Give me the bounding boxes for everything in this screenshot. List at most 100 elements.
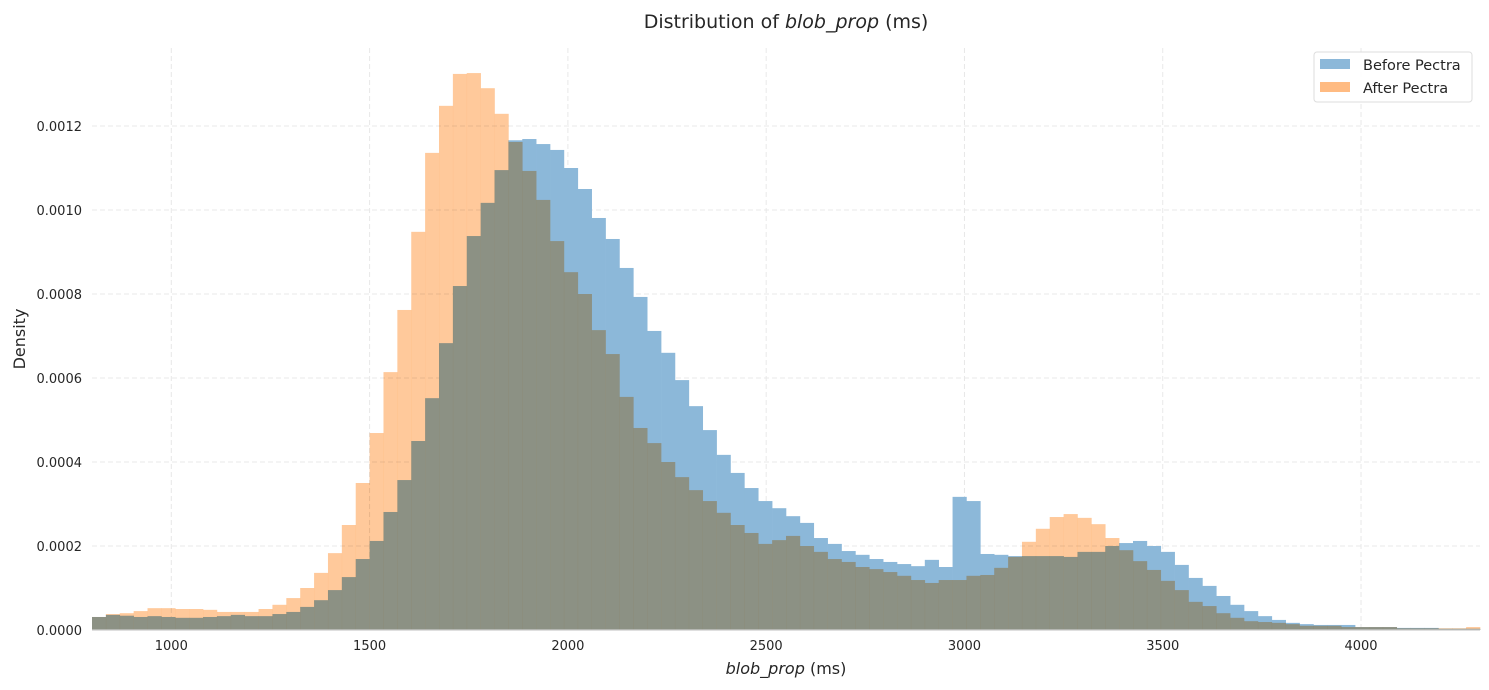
chart-title-unit: (ms)	[879, 11, 928, 33]
histogram-bars	[92, 73, 1481, 631]
histogram-bar	[994, 567, 1009, 630]
histogram-bar	[966, 575, 981, 630]
histogram-bar	[744, 532, 759, 630]
histogram-bar	[1271, 622, 1286, 630]
histogram-bar	[536, 199, 551, 631]
histogram-bar	[1452, 628, 1467, 630]
histogram-bar	[1285, 624, 1300, 630]
histogram-bar	[647, 443, 662, 630]
histogram-bar	[1063, 514, 1078, 630]
histogram-bar	[688, 490, 704, 630]
x-axis-label-variable: blob_prop	[726, 659, 805, 679]
histogram-bar	[1174, 590, 1189, 630]
chart-title: Distribution of blob_prop (ms)	[644, 11, 929, 33]
histogram-bar	[591, 330, 606, 630]
histogram-bar	[1008, 556, 1023, 630]
histogram-bar	[1119, 550, 1134, 630]
histogram-bar	[1202, 606, 1217, 630]
histogram-bar	[1105, 538, 1120, 630]
histogram-bar	[563, 272, 579, 630]
histogram-bar	[92, 616, 107, 630]
histogram-bar	[258, 609, 273, 630]
x-tick-label: 2500	[750, 639, 783, 654]
histogram-bar	[1341, 627, 1356, 630]
histogram-bar	[827, 559, 842, 630]
histogram-bar	[1396, 628, 1411, 630]
histogram-bar	[508, 141, 523, 630]
legend-swatch-after-pectra	[1320, 82, 1350, 92]
histogram-bar	[147, 608, 162, 630]
chart-title-prefix: Distribution of	[644, 11, 785, 33]
histogram-bar	[216, 611, 232, 630]
histogram-bar	[230, 611, 245, 630]
histogram-bar	[1410, 628, 1425, 630]
histogram-bar	[577, 294, 592, 630]
histogram-bar	[924, 582, 939, 630]
x-tick-label: 3000	[948, 639, 981, 654]
histogram-bar	[175, 609, 190, 630]
y-tick-label: 0.0006	[37, 372, 83, 387]
histogram-bar	[1355, 627, 1370, 630]
histogram-bar	[674, 477, 690, 630]
histogram-bar	[1299, 625, 1314, 630]
histogram-bar	[1049, 517, 1064, 630]
histogram-bar	[1424, 628, 1439, 630]
histogram-bar	[883, 572, 898, 630]
histogram-bar	[522, 170, 537, 630]
y-tick-label: 0.0004	[37, 456, 83, 471]
histogram-bar	[1368, 627, 1384, 630]
legend-label-before-pectra: Before Pectra	[1363, 58, 1461, 74]
histogram-bar	[244, 611, 259, 630]
histogram-bar	[1257, 622, 1273, 630]
histogram-bar	[1160, 580, 1175, 630]
histogram-bar	[1327, 625, 1342, 630]
histogram-bar	[702, 501, 717, 630]
histogram-bar	[189, 609, 204, 630]
x-axis-label: blob_prop (ms)	[726, 659, 847, 679]
chart-title-variable: blob_prop	[785, 11, 879, 33]
histogram-bar	[1077, 517, 1092, 630]
histogram-bar	[161, 608, 176, 630]
histogram-bar	[466, 73, 481, 630]
histogram-bar	[1188, 601, 1203, 630]
x-tick-label: 1500	[353, 639, 386, 654]
histogram-bar	[1244, 621, 1259, 630]
x-tick-label: 2000	[551, 639, 584, 654]
histogram-bar	[355, 483, 370, 630]
histogram-bar	[633, 427, 648, 630]
histogram-bar	[452, 73, 468, 631]
histogram-bar	[799, 546, 815, 630]
histogram-bar	[938, 580, 953, 630]
histogram-bar	[730, 525, 745, 630]
histogram-bar	[327, 553, 343, 630]
histogram-bar	[105, 614, 121, 630]
histogram-bar	[619, 396, 634, 630]
y-tick-labels: 0.0000 0.0002 0.0004 0.0006 0.0008 0.0010 0.00…	[37, 120, 83, 639]
histogram-bar	[1021, 541, 1037, 630]
legend-box	[1313, 51, 1473, 103]
y-tick-label: 0.0008	[37, 288, 83, 303]
x-tick-label: 1000	[155, 639, 188, 654]
histogram-bar	[425, 152, 440, 630]
histogram-bar	[1133, 561, 1148, 630]
y-axis-label: Density	[10, 309, 29, 370]
y-tick-label: 0.0010	[37, 204, 83, 219]
histogram-bar	[869, 569, 884, 630]
histogram-bar	[952, 580, 967, 630]
legend-swatch-before-pectra	[1320, 59, 1350, 69]
histogram-bar	[897, 575, 912, 630]
histogram-bar	[1382, 627, 1398, 630]
histogram-bar	[203, 609, 218, 630]
histogram-bar	[1216, 613, 1231, 630]
histogram-bar	[397, 309, 412, 630]
histogram-bar	[1230, 617, 1245, 630]
histogram-bar	[910, 580, 926, 630]
histogram-bar	[1146, 569, 1162, 630]
histogram-bar	[786, 535, 801, 630]
histogram-bar	[841, 561, 856, 630]
x-tick-label: 3500	[1146, 639, 1179, 654]
histogram-bar	[383, 372, 398, 630]
x-tick-labels: 1000 1500 2000 2500 3000 3500 4000	[155, 639, 1378, 654]
histogram-bar	[300, 588, 315, 630]
